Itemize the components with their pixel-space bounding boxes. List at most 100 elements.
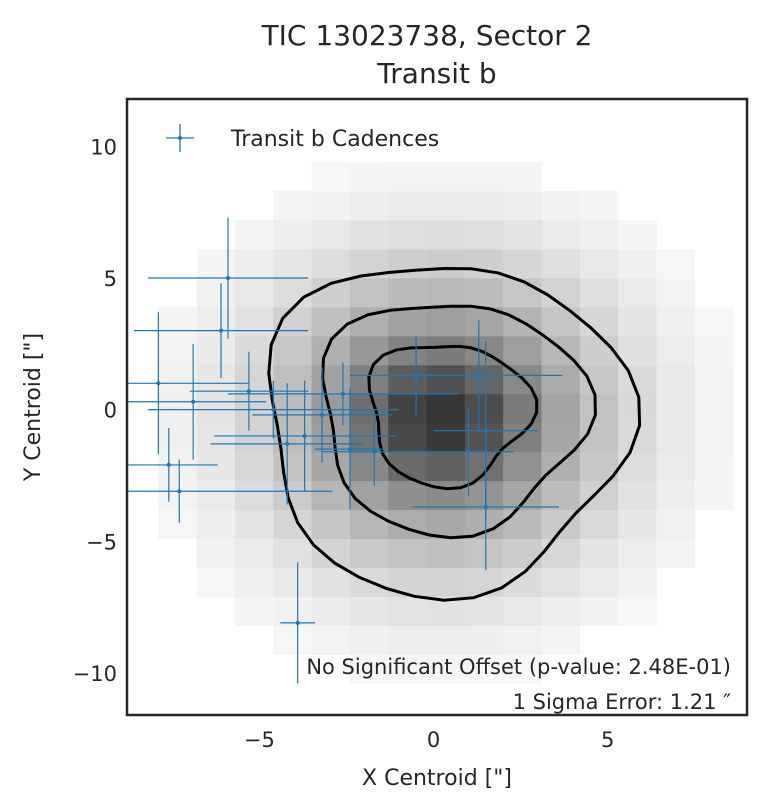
density-cell	[579, 567, 619, 597]
cadence-marker	[246, 389, 251, 394]
density-cell	[311, 162, 351, 192]
density-cell	[656, 451, 696, 482]
density-cell	[618, 538, 657, 568]
x-axis-label: X Centroid ["]	[362, 766, 512, 791]
cadence-point	[189, 351, 309, 431]
density-cell	[503, 654, 542, 684]
density-cell	[541, 567, 581, 597]
density-cell	[311, 625, 351, 655]
density-cell	[349, 538, 389, 568]
cadence-point	[322, 417, 427, 486]
density-cell	[694, 451, 734, 482]
density-cell	[503, 162, 542, 192]
density-cell	[273, 393, 313, 424]
density-cell	[196, 306, 236, 337]
density-cell	[464, 278, 504, 308]
density-cell	[503, 335, 542, 366]
density-cell	[158, 480, 198, 511]
density-cell	[541, 249, 581, 279]
density-cell	[234, 422, 274, 453]
plot-frame	[125, 97, 749, 717]
cadence-marker	[483, 505, 488, 510]
density-cell	[503, 191, 542, 221]
density-cell	[541, 306, 581, 337]
density-cell	[618, 335, 657, 366]
cadence-point	[315, 388, 385, 510]
density-cell	[579, 509, 619, 540]
density-cell	[426, 654, 466, 684]
cadence-point	[412, 443, 559, 571]
density-cell	[426, 364, 466, 395]
density-cell	[388, 191, 427, 221]
density-cell	[273, 191, 313, 221]
cadence-marker	[166, 462, 171, 467]
density-cell	[349, 451, 389, 482]
cadence-marker	[226, 276, 231, 281]
density-cell	[196, 422, 236, 453]
density-cell	[158, 335, 198, 366]
cadence-marker	[219, 328, 224, 333]
density-cell	[349, 509, 389, 540]
density-cell	[503, 538, 542, 568]
density-cell	[388, 220, 427, 250]
density-cell	[388, 422, 427, 453]
density-cell	[273, 220, 313, 250]
cadence-point	[210, 383, 364, 505]
cadence-point	[280, 562, 316, 684]
density-cell	[541, 393, 581, 424]
density-cell	[464, 162, 504, 192]
density-cell	[618, 509, 657, 540]
density-cell	[234, 538, 274, 568]
density-cell	[426, 538, 466, 568]
density-cell	[158, 364, 198, 395]
cadence-marker	[302, 433, 307, 438]
density-cell	[311, 220, 351, 250]
density-cell	[656, 278, 696, 308]
density-cell	[196, 278, 236, 308]
y-tick-label: −5	[86, 530, 117, 554]
density-cell	[579, 393, 619, 424]
density-cell	[349, 191, 389, 221]
density-cell	[579, 249, 619, 279]
density-cell	[311, 306, 351, 337]
density-cell	[426, 393, 466, 424]
density-cell	[618, 278, 657, 308]
density-cell	[426, 162, 466, 192]
cadence-marker	[320, 412, 325, 417]
density-cell	[503, 451, 542, 482]
density-cell	[579, 306, 619, 337]
density-cell	[349, 422, 389, 453]
density-cell	[618, 480, 657, 511]
density-cell	[388, 567, 427, 597]
density-cell	[273, 567, 313, 597]
density-cell	[541, 422, 581, 453]
density-cell	[656, 538, 696, 568]
x-tick-labels: −5 0 5	[244, 728, 614, 752]
density-cell	[234, 567, 274, 597]
cadence-marker	[476, 373, 481, 378]
density-cell	[503, 422, 542, 453]
density-cell	[196, 335, 236, 366]
density-cell	[579, 596, 619, 626]
y-tick-label: 5	[104, 267, 117, 291]
density-histogram	[158, 162, 734, 684]
cadence-marker	[156, 381, 161, 386]
density-cell	[464, 538, 504, 568]
density-cell	[426, 191, 466, 221]
density-cell	[311, 596, 351, 626]
density-cell	[579, 364, 619, 395]
cadence-point	[423, 407, 514, 497]
density-cell	[541, 220, 581, 250]
chart-subtitle: Transit b	[376, 57, 496, 90]
density-cell	[311, 249, 351, 279]
density-cell	[618, 220, 657, 250]
density-cell	[234, 451, 274, 482]
density-cell	[694, 480, 734, 511]
density-cell	[464, 422, 504, 453]
density-cell	[618, 364, 657, 395]
density-cell	[273, 335, 313, 366]
density-cell	[388, 596, 427, 626]
density-cell	[349, 654, 389, 684]
offset-annotation: No Significant Offset (p-value: 2.48E-01…	[306, 655, 731, 679]
density-cell	[273, 480, 313, 511]
